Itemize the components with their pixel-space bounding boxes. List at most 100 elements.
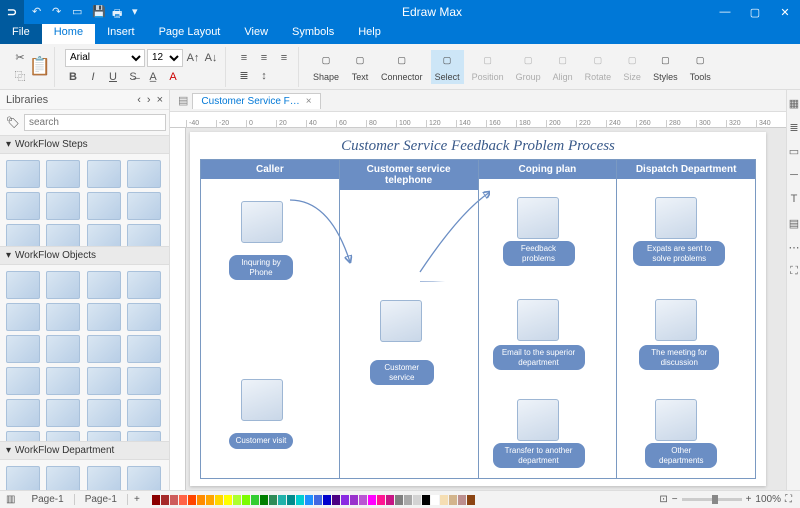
open-icon[interactable]: ▭ — [72, 5, 86, 19]
library-shape[interactable] — [6, 271, 40, 299]
size-button[interactable]: ▢Size — [619, 50, 645, 84]
library-shape[interactable] — [46, 431, 80, 441]
library-prev-icon[interactable]: ‹ — [137, 94, 141, 106]
strike-icon[interactable]: S̶ — [125, 69, 141, 85]
palette-swatch[interactable] — [404, 495, 412, 505]
library-shape[interactable] — [127, 431, 161, 441]
diagram-node-icon[interactable] — [517, 299, 559, 341]
library-shape[interactable] — [6, 303, 40, 331]
library-shape[interactable] — [6, 367, 40, 395]
library-shape[interactable] — [127, 335, 161, 363]
close-tab-icon[interactable]: × — [306, 96, 312, 107]
library-shape[interactable] — [87, 303, 121, 331]
diagram-node-label[interactable]: The meeting for discussion — [639, 345, 719, 370]
diagram-node-label[interactable]: Other departments — [645, 443, 717, 468]
palette-swatch[interactable] — [440, 495, 448, 505]
library-shape[interactable] — [6, 224, 40, 246]
library-shape[interactable] — [46, 160, 80, 188]
highlight-icon[interactable]: A̲ — [145, 69, 161, 85]
select-button[interactable]: ▢Select — [431, 50, 464, 84]
palette-swatch[interactable] — [251, 495, 259, 505]
diagram-node-icon[interactable] — [517, 197, 559, 239]
palette-swatch[interactable] — [332, 495, 340, 505]
library-shape[interactable] — [46, 367, 80, 395]
shape-button[interactable]: ▢Shape — [309, 50, 343, 84]
library-shape[interactable] — [6, 399, 40, 427]
zoom-fit-icon[interactable]: ⊡ — [659, 494, 667, 505]
library-shape[interactable] — [46, 192, 80, 220]
search-input[interactable] — [24, 114, 166, 131]
library-section-workflow-department[interactable]: ▾WorkFlow Department — [0, 441, 169, 460]
font-name-select[interactable]: Arial — [65, 49, 145, 67]
palette-swatch[interactable] — [305, 495, 313, 505]
library-section-workflow-steps[interactable]: ▾WorkFlow Steps — [0, 135, 169, 154]
qat-more-icon[interactable]: ▾ — [132, 5, 146, 19]
maximize-button[interactable]: ▢ — [740, 0, 770, 24]
save-icon[interactable]: 💾 — [92, 5, 106, 19]
library-close-icon[interactable]: × — [157, 94, 163, 106]
palette-swatch[interactable] — [377, 495, 385, 505]
line-icon[interactable]: ─ — [787, 168, 800, 182]
palette-swatch[interactable] — [152, 495, 160, 505]
diagram-node-icon[interactable] — [241, 201, 283, 243]
palette-swatch[interactable] — [242, 495, 250, 505]
library-shape[interactable] — [87, 335, 121, 363]
diagram-node-icon[interactable] — [655, 197, 697, 239]
pages-icon[interactable]: ▥ — [0, 494, 21, 505]
tab-symbols[interactable]: Symbols — [280, 24, 346, 44]
layers-icon[interactable]: ≣ — [787, 120, 800, 134]
minimize-button[interactable]: — — [710, 0, 740, 24]
redo-icon[interactable]: ↷ — [52, 5, 66, 19]
library-shape[interactable] — [6, 160, 40, 188]
diagram-node-label[interactable]: Email to the superior department — [493, 345, 585, 370]
palette-swatch[interactable] — [188, 495, 196, 505]
palette-swatch[interactable] — [386, 495, 394, 505]
page-icon[interactable]: ▭ — [787, 144, 800, 158]
align-right-icon[interactable]: ≡ — [276, 50, 292, 66]
align-center-icon[interactable]: ≡ — [256, 50, 272, 66]
palette-swatch[interactable] — [368, 495, 376, 505]
diagram-node-label[interactable]: Feedback problems — [503, 241, 575, 266]
library-shape[interactable] — [127, 367, 161, 395]
palette-swatch[interactable] — [206, 495, 214, 505]
tab-help[interactable]: Help — [346, 24, 393, 44]
bullets-icon[interactable]: ≣ — [236, 68, 252, 84]
library-shape[interactable] — [6, 466, 40, 490]
text-tool-icon[interactable]: T — [787, 192, 800, 206]
library-shape[interactable] — [127, 192, 161, 220]
tab-insert[interactable]: Insert — [95, 24, 147, 44]
tools-button[interactable]: ▢Tools — [686, 50, 715, 84]
library-shape[interactable] — [127, 271, 161, 299]
page-canvas[interactable]: Customer Service Feedback Problem Proces… — [190, 132, 766, 486]
library-shape[interactable] — [46, 335, 80, 363]
library-next-icon[interactable]: › — [147, 94, 151, 106]
library-shape[interactable] — [6, 431, 40, 441]
library-shape[interactable] — [6, 192, 40, 220]
tab-view[interactable]: View — [232, 24, 280, 44]
diagram-node-icon[interactable] — [655, 299, 697, 341]
library-shape[interactable] — [87, 192, 121, 220]
palette-swatch[interactable] — [161, 495, 169, 505]
fullscreen-icon[interactable]: ⛶ — [785, 494, 792, 505]
font-color-icon[interactable]: A — [165, 69, 181, 85]
palette-swatch[interactable] — [296, 495, 304, 505]
diagram-node-label[interactable]: Customer service — [370, 360, 434, 385]
align-left-icon[interactable]: ≡ — [236, 50, 252, 66]
diagram-node-label[interactable]: Transfer to another department — [493, 443, 585, 468]
tab-page-layout[interactable]: Page Layout — [147, 24, 233, 44]
library-shape[interactable] — [87, 160, 121, 188]
palette-swatch[interactable] — [278, 495, 286, 505]
undo-icon[interactable]: ↶ — [32, 5, 46, 19]
palette-swatch[interactable] — [179, 495, 187, 505]
font-size-select[interactable]: 12 — [147, 49, 183, 67]
palette-swatch[interactable] — [224, 495, 232, 505]
library-shape[interactable] — [46, 466, 80, 490]
group-button[interactable]: ▢Group — [512, 50, 545, 84]
page-tab[interactable]: Page-1 — [21, 494, 74, 505]
palette-swatch[interactable] — [170, 495, 178, 505]
library-shape[interactable] — [127, 303, 161, 331]
print-icon[interactable]: 🖶 — [112, 5, 126, 19]
library-shape[interactable] — [87, 367, 121, 395]
connector-button[interactable]: ▢Connector — [377, 50, 427, 84]
table-icon[interactable]: ▤ — [787, 216, 800, 230]
